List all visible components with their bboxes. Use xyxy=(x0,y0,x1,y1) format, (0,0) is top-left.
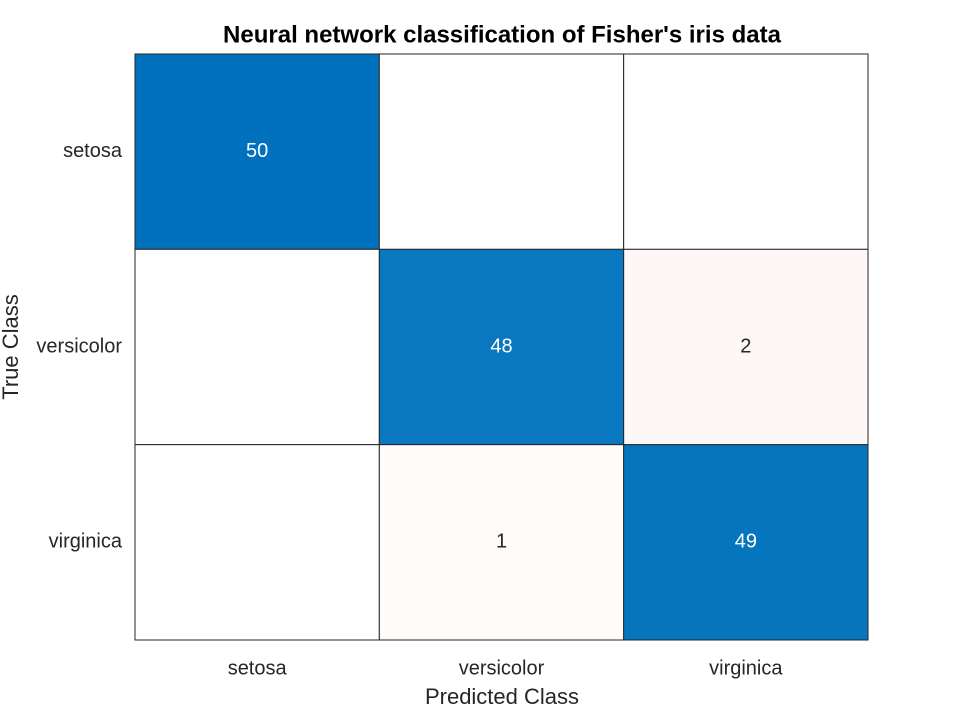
x-tick-label: virginica xyxy=(709,657,783,679)
x-tick-label: versicolor xyxy=(459,657,545,679)
x-axis-label: Predicted Class xyxy=(425,684,579,709)
chart-title: Neural network classification of Fisher'… xyxy=(223,21,782,48)
matrix-cell xyxy=(623,53,869,250)
cell-label: 49 xyxy=(735,531,757,553)
matrix-cell xyxy=(378,248,625,446)
y-tick-label: setosa xyxy=(63,140,123,162)
cell-label: 2 xyxy=(740,335,751,357)
matrix-cell xyxy=(134,248,380,446)
matrix-cell xyxy=(134,53,380,250)
x-tick-label: setosa xyxy=(228,657,288,679)
matrix-cell xyxy=(623,248,869,446)
y-axis-label: True Class xyxy=(0,294,23,400)
matrix-cell xyxy=(134,444,380,641)
cell-label: 48 xyxy=(490,335,512,357)
matrix-cell xyxy=(378,444,625,641)
cell-label: 1 xyxy=(496,531,507,553)
y-tick-label: virginica xyxy=(49,531,123,553)
y-tick-label: versicolor xyxy=(36,335,122,357)
matrix-cell xyxy=(378,53,625,250)
matrix-cell xyxy=(623,444,869,641)
cell-label: 50 xyxy=(246,140,268,162)
